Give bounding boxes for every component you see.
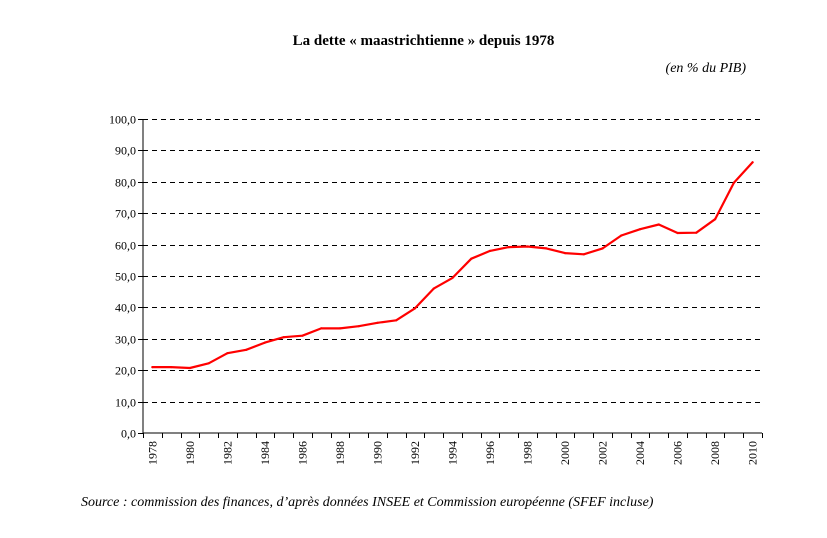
x-tick-label: 2010	[746, 441, 760, 465]
data-point	[507, 246, 510, 249]
y-tick-label: 90,0	[115, 144, 136, 158]
data-point	[470, 257, 473, 260]
y-tick-label: 80,0	[115, 176, 136, 190]
unit-label: (en % du PIB)	[665, 61, 746, 76]
x-tick-label: 2006	[671, 441, 685, 465]
data-point	[545, 247, 548, 250]
y-tick-label: 40,0	[115, 301, 136, 315]
data-point	[732, 181, 736, 184]
x-tick-label: 2008	[708, 441, 722, 465]
y-tick-label: 20,0	[115, 364, 136, 378]
data-point	[714, 218, 717, 221]
data-point	[207, 362, 210, 365]
x-axis-ticks: 1978 1980 1982 1984 1986 1988 1990 1992 1994 1996…	[143, 433, 763, 465]
y-tick-label: 0,0	[121, 427, 136, 441]
data-point	[170, 366, 173, 369]
y-axis-ticks: 0,0 10,0 20,0 30,0 40,0 50,0 60,0 70,0 80,0 90,0 1…	[109, 113, 143, 441]
data-point	[338, 327, 342, 330]
y-tick-label: 60,0	[115, 239, 136, 253]
series-line	[151, 161, 754, 370]
data-point	[676, 231, 679, 235]
data-point	[376, 321, 379, 324]
data-point	[188, 366, 191, 370]
gridlines	[143, 119, 762, 403]
y-tick-label: 50,0	[115, 270, 136, 284]
x-tick-label: 1996	[483, 441, 497, 465]
x-tick-label: 1984	[258, 441, 272, 465]
data-point	[282, 336, 285, 339]
data-point	[413, 307, 417, 310]
data-point	[639, 228, 642, 231]
x-tick-label: 1990	[370, 441, 384, 465]
x-tick-label: 1992	[408, 441, 422, 465]
data-point	[245, 348, 248, 351]
data-point	[320, 327, 323, 330]
y-tick-label: 30,0	[115, 333, 136, 347]
x-tick-label: 1994	[446, 441, 460, 465]
x-tick-label: 1998	[521, 441, 535, 465]
x-tick-label: 2004	[633, 441, 647, 465]
data-point	[263, 341, 266, 344]
x-tick-label: 2000	[558, 441, 572, 465]
source-note: Source : commission des finances, d’aprè…	[81, 495, 654, 510]
data-point	[620, 234, 623, 237]
data-point	[563, 252, 567, 255]
data-point	[488, 249, 492, 252]
y-tick-label: 10,0	[115, 396, 136, 410]
data-point	[582, 253, 585, 256]
series	[151, 161, 754, 370]
x-tick-label: 1986	[295, 441, 309, 465]
data-point	[451, 276, 454, 279]
x-tick-label: 2002	[596, 441, 610, 465]
x-tick-label: 1982	[220, 441, 234, 465]
data-point	[601, 247, 604, 250]
y-tick-label: 100,0	[109, 113, 136, 127]
data-point	[751, 161, 754, 164]
data-point	[657, 223, 660, 226]
data-point	[357, 325, 360, 328]
x-tick-label: 1978	[145, 441, 159, 465]
data-point	[526, 245, 529, 248]
data-point	[151, 366, 154, 369]
chart-title: La dette « maastrichtienne » depuis 1978	[292, 33, 555, 49]
x-tick-label: 1980	[183, 441, 197, 465]
x-tick-label: 1988	[333, 441, 347, 465]
line-chart: 0,0 10,0 20,0 30,0 40,0 50,0 60,0 70,0 80,0 90,0 1…	[109, 113, 763, 465]
data-point	[695, 231, 698, 234]
data-point	[432, 287, 435, 290]
y-tick-label: 70,0	[115, 207, 136, 221]
data-point	[395, 319, 398, 322]
data-point	[301, 334, 304, 337]
data-point	[226, 352, 229, 355]
